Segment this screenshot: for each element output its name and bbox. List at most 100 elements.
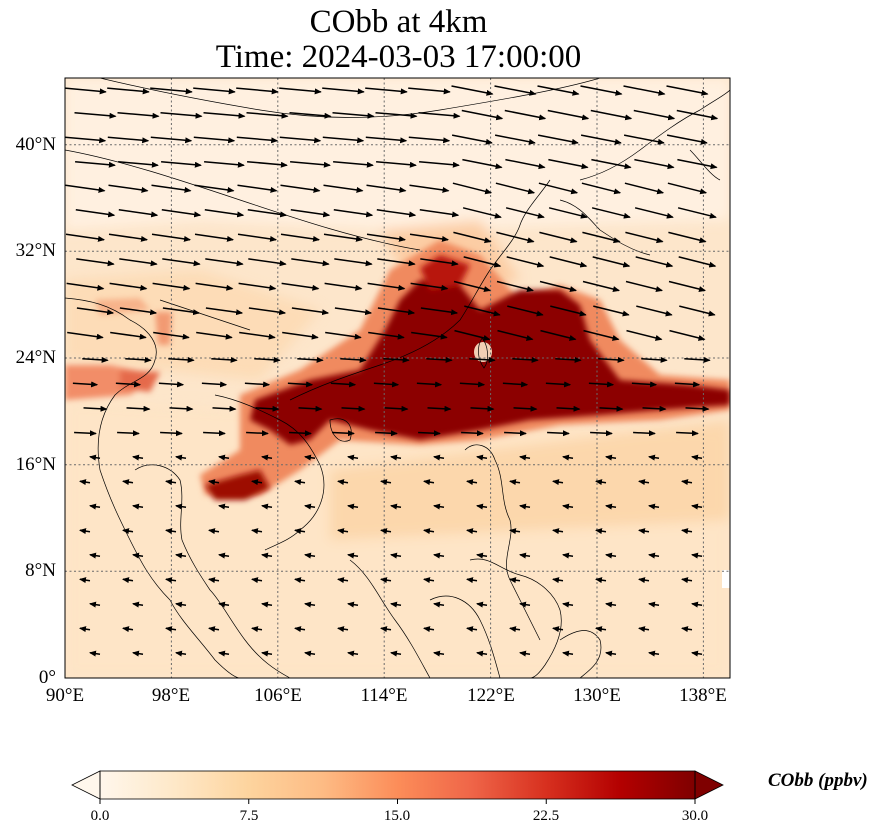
wind-arrow-92 <box>151 233 191 242</box>
wind-arrow-18 <box>203 111 246 119</box>
wind-arrow-72 <box>581 182 622 195</box>
wind-arrow-338 <box>423 626 435 633</box>
wind-arrow-165 <box>82 356 109 363</box>
wind-arrow-110 <box>291 258 330 267</box>
wind-arrow-85 <box>505 207 545 219</box>
wind-arrow-197 <box>169 405 194 412</box>
wind-arrow-271 <box>122 528 134 535</box>
wind-arrow-319 <box>261 601 273 608</box>
wind-arrow-220 <box>504 430 527 437</box>
wind-arrow-310 <box>509 577 521 584</box>
wind-arrow-217 <box>375 430 398 437</box>
wind-arrow-132 <box>582 280 620 292</box>
wind-arrow-28 <box>633 109 676 121</box>
wind-arrow-166 <box>125 356 152 363</box>
wind-arrow-130 <box>496 280 534 292</box>
wind-arrow-37 <box>365 136 408 144</box>
wind-arrow-181 <box>115 381 142 388</box>
wind-arrow-12 <box>580 85 623 96</box>
wind-arrow-185 <box>287 381 314 388</box>
wind-arrow-60 <box>65 184 106 193</box>
wind-arrow-46 <box>118 160 159 168</box>
wind-arrow-76 <box>118 209 159 218</box>
wind-arrow-298 <box>648 552 660 559</box>
wind-arrow-252 <box>595 479 607 486</box>
wind-arrow-64 <box>237 184 278 193</box>
wind-arrow-164 <box>669 329 706 341</box>
wind-arrow-238 <box>648 454 660 461</box>
wind-arrow-315 <box>89 601 101 608</box>
wind-arrow-354 <box>476 650 488 657</box>
wind-arrow-260 <box>304 503 316 510</box>
wind-arrow-287 <box>175 552 187 559</box>
lon-label-98e: 98°E <box>151 685 191 706</box>
wind-arrow-159 <box>454 329 491 341</box>
wind-arrow-329 <box>691 601 703 608</box>
wind-arrow-344 <box>681 626 693 633</box>
colorbar-tick-2: 15.0 <box>383 808 411 824</box>
wind-arrow-68 <box>409 184 450 193</box>
wind-arrow-115 <box>506 256 545 268</box>
wind-arrow-283 <box>638 528 650 535</box>
map-frame <box>64 77 731 679</box>
wind-arrow-143 <box>420 307 459 316</box>
wind-arrow-244 <box>251 479 263 486</box>
wind-arrow-193 <box>631 381 658 388</box>
wind-arrow-316 <box>132 601 144 608</box>
wind-arrow-246 <box>337 479 349 486</box>
wind-arrow-93 <box>194 233 234 242</box>
wind-arrow-307 <box>380 577 392 584</box>
wind-arrow-196 <box>126 405 151 412</box>
wind-arrow-276 <box>337 528 349 535</box>
lon-label-114e: 114°E <box>360 685 408 706</box>
wind-arrow-239 <box>691 454 703 461</box>
wind-arrow-23 <box>418 111 461 119</box>
wind-arrow-44 <box>666 134 708 145</box>
wind-arrow-290 <box>304 552 316 559</box>
wind-arrow-187 <box>373 381 400 388</box>
wind-arrow-327 <box>605 601 617 608</box>
wind-arrow-59 <box>677 158 718 170</box>
colorbar-tick-0: 0.0 <box>90 808 110 824</box>
wind-arrow-259 <box>261 503 273 510</box>
wind-arrow-243 <box>208 479 220 486</box>
wind-arrow-41 <box>537 134 579 145</box>
wind-arrow-87 <box>591 207 631 219</box>
wind-arrow-65 <box>280 184 321 193</box>
wind-arrow-340 <box>509 626 521 633</box>
wind-arrow-257 <box>175 503 187 510</box>
wind-arrow-86 <box>548 207 588 219</box>
wind-arrow-207 <box>599 405 624 412</box>
wind-arrow-30 <box>65 136 107 144</box>
wind-arrow-117 <box>592 256 631 268</box>
wind-arrow-174 <box>469 356 496 363</box>
wind-arrow-103 <box>625 231 664 244</box>
wind-arrow-214 <box>246 430 269 437</box>
wind-arrow-121 <box>109 282 148 291</box>
wind-arrow-134 <box>668 280 706 292</box>
wind-arrow-21 <box>332 111 375 119</box>
wind-arrow-25 <box>504 109 547 121</box>
wind-arrow-56 <box>548 158 589 170</box>
wind-arrow-15 <box>74 111 117 119</box>
wind-arrow-241 <box>122 479 134 486</box>
wind-arrow-277 <box>380 528 392 535</box>
wind-arrow-91 <box>108 233 148 242</box>
wind-arrow-281 <box>552 528 564 535</box>
wind-arrow-279 <box>466 528 478 535</box>
wind-arrow-124 <box>238 282 277 291</box>
lon-label-90e: 90°E <box>45 685 85 706</box>
wind-arrow-291 <box>347 552 359 559</box>
wind-arrow-6 <box>322 87 365 95</box>
wind-arrow-352 <box>390 650 402 657</box>
wind-arrow-105 <box>76 258 115 267</box>
colorbar <box>71 770 724 804</box>
wind-arrow-116 <box>549 256 588 268</box>
wind-arrow-213 <box>203 430 226 437</box>
wind-arrow-346 <box>132 650 144 657</box>
wind-arrow-94 <box>237 233 277 242</box>
wind-arrow-100 <box>496 231 535 244</box>
wind-arrow-26 <box>547 109 590 121</box>
wind-arrow-236 <box>562 454 574 461</box>
wind-arrow-324 <box>476 601 488 608</box>
